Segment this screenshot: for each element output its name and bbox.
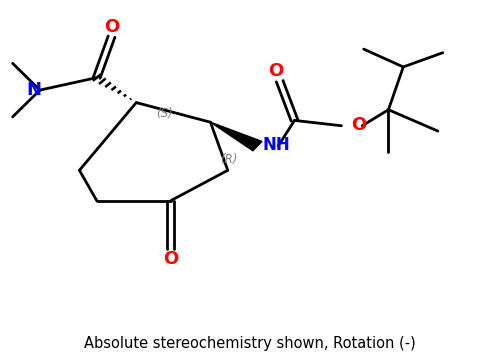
Text: O: O xyxy=(352,116,366,134)
Text: O: O xyxy=(268,62,283,80)
Text: (R): (R) xyxy=(220,153,238,166)
Text: NH: NH xyxy=(262,136,290,154)
Text: N: N xyxy=(26,81,42,99)
Text: Absolute stereochemistry shown, Rotation (-): Absolute stereochemistry shown, Rotation… xyxy=(84,336,416,351)
Text: O: O xyxy=(104,18,119,36)
Polygon shape xyxy=(210,122,262,151)
Text: O: O xyxy=(164,251,178,268)
Text: (S): (S) xyxy=(156,107,173,120)
